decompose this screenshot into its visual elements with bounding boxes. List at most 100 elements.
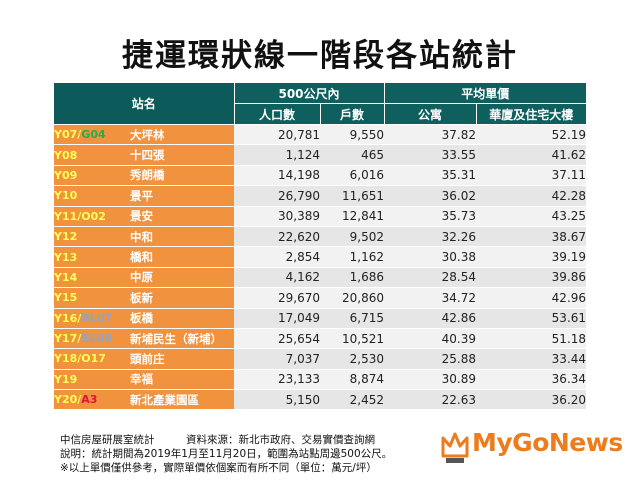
households-cell: 6,016 (320, 165, 385, 187)
apartment-price-cell: 25.88 (384, 348, 477, 370)
station-name: 中和 (130, 226, 235, 248)
building-price-cell: 42.28 (476, 185, 587, 207)
station-code: Y10 (54, 185, 130, 207)
station-name: 板新 (130, 287, 235, 309)
station-code-primary: Y07/ (54, 128, 82, 142)
population-cell: 7,037 (234, 348, 321, 370)
station-code-primary: Y18/O17 (54, 352, 106, 366)
table-row: Y07/G04 大坪林 20,781 9,550 37.82 52.19 (54, 124, 587, 146)
table-row: Y17/BL08 新埔民生（新埔） 25,654 10,521 40.39 51.18 (54, 328, 587, 350)
table-row: Y12 中和 22,620 9,502 32.26 38.67 (54, 226, 587, 248)
population-cell: 25,654 (234, 328, 321, 350)
station-code: Y08 (54, 144, 130, 166)
building-price-cell: 52.19 (476, 124, 587, 146)
building-price-cell: 39.19 (476, 246, 587, 268)
station-code-primary: Y10 (54, 189, 78, 203)
station-name: 橋和 (130, 246, 235, 268)
station-code-primary: Y09 (54, 168, 78, 182)
table-row: Y10 景平 26,790 11,651 36.02 42.28 (54, 185, 587, 207)
table-row: Y14 中原 4,162 1,686 28.54 39.86 (54, 267, 587, 289)
station-code: Y12 (54, 226, 130, 248)
station-code: Y17/BL08 (54, 328, 130, 350)
station-name: 秀朗橋 (130, 165, 235, 187)
station-code: Y11/O02 (54, 206, 130, 227)
population-cell: 17,049 (234, 308, 321, 329)
station-code-transfer: G04 (81, 128, 106, 142)
station-code: Y13 (54, 246, 130, 268)
apartment-price-cell: 35.73 (384, 206, 477, 227)
apartment-price-cell: 22.63 (384, 389, 477, 411)
station-stats-table: 站名 500公尺內 平均單價 人口數 戶數 公寓 華廈及住宅大樓 Y07/G04… (54, 83, 587, 411)
note-period: 說明：統計期間為2019年1月至11月20日，範圍為站點周邊500公尺。 (60, 448, 393, 460)
households-cell: 8,874 (320, 369, 385, 391)
households-cell: 11,651 (320, 185, 385, 207)
station-code-primary: Y12 (54, 230, 78, 244)
apartment-price-cell: 37.82 (384, 124, 477, 146)
apartment-price-cell: 35.31 (384, 165, 477, 187)
building-price-cell: 36.34 (476, 369, 587, 391)
header-building: 華廈及住宅大樓 (475, 103, 587, 125)
table-row: Y20/A3 新北產業園區 5,150 2,452 22.63 36.20 (54, 389, 587, 411)
population-cell: 22,620 (234, 226, 321, 248)
apartment-price-cell: 30.38 (384, 246, 477, 268)
apartment-price-cell: 40.39 (384, 328, 477, 350)
building-price-cell: 37.11 (476, 165, 587, 187)
building-price-cell: 51.18 (476, 328, 587, 350)
building-price-cell: 53.61 (476, 308, 587, 329)
population-cell: 2,854 (234, 246, 321, 268)
station-code-transfer: BL08 (81, 332, 112, 346)
table-row: Y16/BL07 板橋 17,049 6,715 42.86 53.61 (54, 308, 587, 329)
building-price-cell: 38.67 (476, 226, 587, 248)
households-cell: 9,550 (320, 124, 385, 146)
station-code-primary: Y16/ (54, 311, 82, 325)
header-population: 人口數 (233, 103, 321, 125)
station-name: 大坪林 (130, 124, 235, 146)
building-price-cell: 41.62 (476, 144, 587, 166)
apartment-price-cell: 34.72 (384, 287, 477, 309)
apartment-price-cell: 36.02 (384, 185, 477, 207)
station-code: Y14 (54, 267, 130, 289)
apartment-price-cell: 32.26 (384, 226, 477, 248)
building-price-cell: 39.86 (476, 267, 587, 289)
station-name: 板橋 (130, 308, 235, 329)
table-row: Y08 十四張 1,124 465 33.55 41.62 (54, 144, 587, 166)
header-within-500m: 500公尺內 (233, 83, 385, 104)
households-cell: 10,521 (320, 328, 385, 350)
header-households: 戶數 (319, 103, 385, 125)
notes: 中信房屋研展室統計 資料來源：新北市政府、交易實價查詢網 說明：統計期間為201… (60, 433, 392, 475)
population-cell: 29,670 (234, 287, 321, 309)
station-code: Y19 (54, 369, 130, 391)
station-name: 中原 (130, 267, 235, 289)
population-cell: 1,124 (234, 144, 321, 166)
station-code-transfer: A3 (81, 393, 98, 407)
mygonews-logo: MyGoNews (440, 424, 630, 468)
station-name: 景平 (130, 185, 235, 207)
building-price-cell: 42.96 (476, 287, 587, 309)
station-name: 新北產業園區 (130, 389, 235, 411)
table-row: Y15 板新 29,670 20,860 34.72 42.96 (54, 287, 587, 309)
note-disclaimer: ※以上單價僅供參考，實際單價依個案而有所不同（單位：萬元/坪） (60, 462, 377, 474)
header-avg-price: 平均單價 (383, 83, 587, 104)
station-code: Y15 (54, 287, 130, 309)
apartment-price-cell: 33.55 (384, 144, 477, 166)
station-code-primary: Y20/ (54, 393, 82, 407)
station-name: 景安 (130, 206, 235, 227)
table-row: Y18/O17 頭前庄 7,037 2,530 25.88 33.44 (54, 348, 587, 370)
note-source: 中信房屋研展室統計 資料來源：新北市政府、交易實價查詢網 (60, 434, 375, 446)
station-name: 十四張 (130, 144, 235, 166)
population-cell: 4,162 (234, 267, 321, 289)
population-cell: 30,389 (234, 206, 321, 227)
station-code-primary: Y11/O02 (54, 209, 106, 223)
station-code-primary: Y14 (54, 270, 78, 284)
station-code-primary: Y08 (54, 148, 78, 162)
page-title: 捷運環狀線一階段各站統計 (122, 38, 518, 74)
building-price-cell: 33.44 (476, 348, 587, 370)
population-cell: 26,790 (234, 185, 321, 207)
station-code-primary: Y19 (54, 372, 78, 386)
apartment-price-cell: 28.54 (384, 267, 477, 289)
table-row: Y13 橋和 2,854 1,162 30.38 39.19 (54, 246, 587, 268)
apartment-price-cell: 42.86 (384, 308, 477, 329)
mygonews-crown-icon (441, 432, 469, 463)
households-cell: 12,841 (320, 206, 385, 227)
building-price-cell: 36.20 (476, 389, 587, 411)
